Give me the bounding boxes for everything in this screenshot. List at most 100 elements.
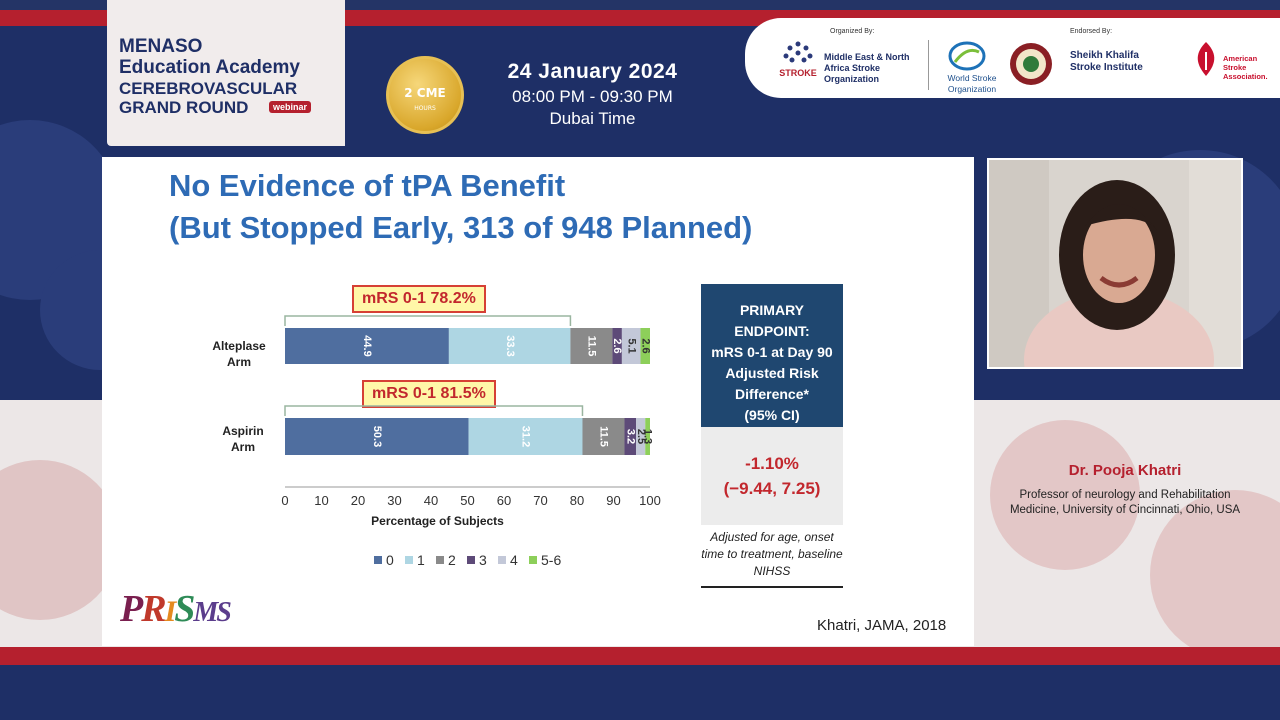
org-world-stroke-name: World Stroke Organization	[947, 73, 997, 94]
legend-swatch	[405, 556, 413, 564]
mrs-alteplase-callout: mRS 0-1 78.2%	[352, 285, 486, 313]
endpoint-value-ci: (−9.44, 7.25)	[723, 479, 821, 498]
aspirin-arm-label: Aspirin Arm	[218, 423, 268, 455]
mrs-bracket-line	[284, 315, 572, 326]
endpoint-value-estimate: -1.10%	[745, 454, 799, 473]
presentation-slide: No Evidence of tPA Benefit (But Stopped …	[102, 157, 974, 646]
bottom-stripe-red	[0, 647, 1280, 665]
prisms-logo: PRISMS	[120, 588, 232, 630]
x-tick-label: 40	[424, 493, 438, 508]
endpoint-line-6: (95% CI)	[744, 407, 800, 423]
cme-badge: 2 CME HOURS	[386, 56, 464, 134]
bar-data-label: 5.1	[625, 338, 637, 353]
org-mena-name: Middle East & North Africa Stroke Organi…	[824, 52, 910, 84]
legend-label: 1	[417, 552, 425, 568]
world-stroke-logo-icon	[948, 41, 986, 71]
mena-stroke-logo-icon: STROKE	[779, 41, 817, 78]
x-tick-label: 70	[533, 493, 547, 508]
slide-title: No Evidence of tPA Benefit (But Stopped …	[169, 165, 752, 249]
bar-data-label: 44.9	[361, 335, 373, 356]
bottom-stripe-navy	[0, 665, 1280, 720]
mrs-bracket-line	[284, 405, 584, 416]
legend-swatch	[498, 556, 506, 564]
endpoint-line-5: Difference*	[735, 386, 809, 402]
legend-label: 4	[510, 552, 518, 568]
webinar-tag: webinar	[269, 101, 312, 113]
org-sheikh-khalifa-name: Sheikh Khalifa Stroke Institute	[1070, 50, 1143, 73]
bar-segment	[645, 418, 650, 455]
slide-title-line-1: No Evidence of tPA Benefit	[169, 168, 566, 203]
arab-organization-seal-icon	[1010, 43, 1052, 85]
legend-label: 2	[448, 552, 456, 568]
bar-data-label: 50.3	[371, 426, 383, 447]
legend-label: 0	[386, 552, 394, 568]
bar-data-label: 11.5	[586, 336, 598, 357]
brand-line-2: Education Academy	[119, 57, 300, 78]
speaker-video	[987, 158, 1243, 369]
legend-label: 3	[479, 552, 487, 568]
x-tick-label: 30	[387, 493, 401, 508]
event-timezone: Dubai Time	[549, 109, 636, 128]
event-time: 08:00 PM - 09:30 PM	[512, 87, 673, 106]
event-date: 24 January 2024	[507, 60, 678, 83]
bar-data-label: 33.3	[504, 335, 516, 356]
bar-data-label: 3.2	[624, 429, 636, 444]
cme-badge-sub: HOURS	[414, 105, 436, 112]
aspirin-arm-label-line-2: Arm	[230, 440, 255, 454]
endpoint-line-2: ENDPOINT:	[734, 323, 810, 339]
bar-data-label: 11.5	[598, 426, 610, 447]
bar-data-label: 1.3	[642, 429, 654, 444]
x-tick-label: 80	[570, 493, 584, 508]
bar-segment	[621, 328, 641, 364]
endpoint-line-1: PRIMARY	[739, 302, 805, 318]
mrs-stacked-bar-chart: 44.9 33.3 11.5 2.6 5.1 2.650.3 31.2 11.5 3.22.51…	[281, 315, 661, 568]
endorsed-by-label: Endorsed By:	[1070, 28, 1113, 35]
legend-swatch	[467, 556, 475, 564]
bar-segment	[636, 418, 646, 455]
citation: Khatri, JAMA, 2018	[817, 617, 947, 634]
event-datetime: 24 January 2024 08:00 PM - 09:30 PM Duba…	[480, 60, 705, 129]
slide-title-line-2: (But Stopped Early, 313 of 948 Planned)	[169, 210, 753, 245]
adjustment-note: Adjusted for age, onset time to treatmen…	[701, 529, 843, 588]
alteplase-arm-label-line-1: Alteplase	[212, 339, 266, 353]
brand-block: MENASO Education Academy CEREBROVASCULAR…	[107, 0, 345, 146]
brand-line-1: MENASO	[119, 36, 203, 57]
speaker-video-frame	[989, 160, 1241, 367]
brand-line-4: GRAND ROUND	[119, 98, 249, 117]
bar-segment	[285, 328, 449, 364]
bar-segment	[285, 418, 469, 455]
legend-swatch	[436, 556, 444, 564]
bar-segment	[612, 328, 622, 364]
legend-swatch	[529, 556, 537, 564]
cme-badge-main: 2 CME	[404, 86, 446, 100]
x-tick-label: 50	[460, 493, 474, 508]
endpoint-line-4: Adjusted Risk	[725, 365, 819, 381]
bar-segment	[640, 328, 650, 364]
legend-label: 5-6	[541, 552, 561, 568]
alteplase-arm-label: Alteplase Arm	[210, 338, 268, 370]
organizers-bar: Organized By: STROKE Middle East & North…	[745, 18, 1280, 98]
organized-by-label: Organized By:	[830, 28, 875, 35]
x-axis-title: Percentage of Subjects	[371, 514, 504, 528]
alteplase-arm-label-line-2: Arm	[226, 355, 251, 369]
primary-endpoint-value: -1.10% (−9.44, 7.25)	[701, 427, 843, 525]
brand-line-3: CEREBROVASCULAR	[119, 79, 298, 98]
mrs-aspirin-callout: mRS 0-1 81.5%	[362, 380, 496, 408]
aspirin-arm-label-line-1: Aspirin	[222, 424, 264, 438]
svg-text:STROKE: STROKE	[779, 68, 817, 78]
primary-endpoint-header: PRIMARY ENDPOINT: mRS 0-1 at Day 90 Adju…	[701, 284, 843, 427]
bar-segment	[582, 418, 625, 455]
x-tick-label: 60	[497, 493, 511, 508]
org-separator	[928, 40, 929, 90]
bar-data-label: 31.2	[520, 426, 532, 447]
bar-segment	[468, 418, 583, 455]
bar-data-label: 2.6	[639, 338, 651, 353]
american-stroke-torch-icon	[1197, 42, 1215, 76]
x-tick-label: 10	[314, 493, 328, 508]
bar-segment	[448, 328, 571, 364]
bar-segment	[624, 418, 637, 455]
endpoint-line-3: mRS 0-1 at Day 90	[711, 344, 833, 360]
speaker-title: Professor of neurology and Rehabilitatio…	[1009, 489, 1241, 516]
speaker-name: Dr. Pooja Khatri	[1068, 462, 1182, 479]
bar-data-label: 2.5	[635, 429, 647, 444]
